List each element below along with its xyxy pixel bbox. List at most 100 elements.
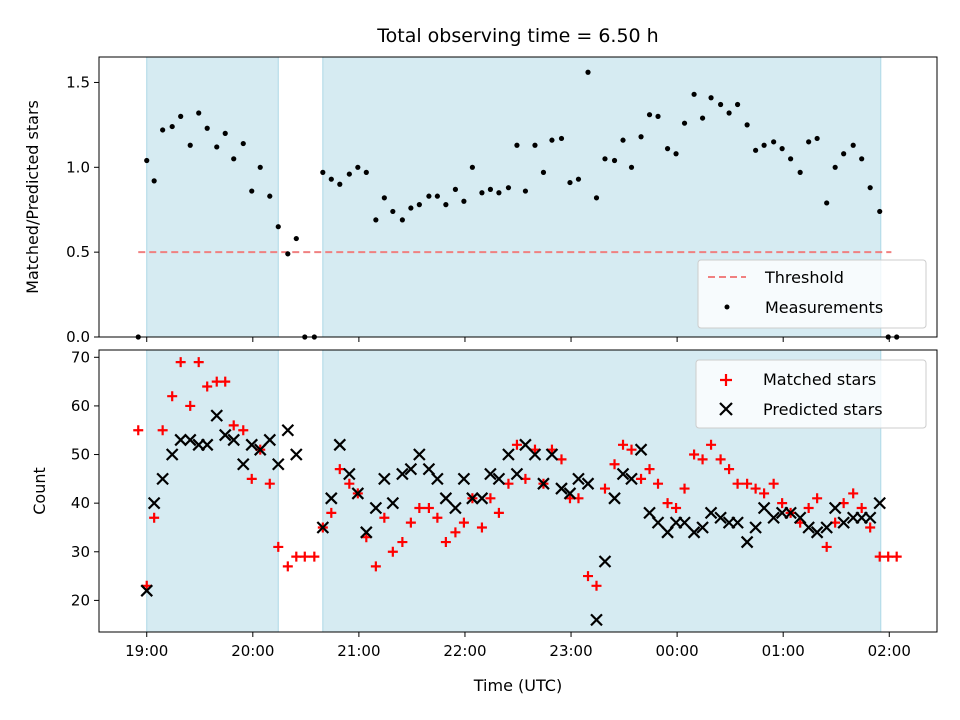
chart-title: Total observing time = 6.50 h xyxy=(376,25,658,47)
measurement-point xyxy=(346,171,352,177)
measurement-point xyxy=(620,137,626,143)
predicted-star-point xyxy=(687,526,701,539)
matched-star-point xyxy=(883,551,894,562)
measurement-point xyxy=(178,113,184,119)
predicted-star-point xyxy=(218,428,232,442)
x-axis-label: Time (UTC) xyxy=(473,676,562,695)
measurement-point xyxy=(718,101,724,108)
predicted-star-point xyxy=(696,521,709,534)
matched-star-point xyxy=(609,459,620,470)
predicted-star-point xyxy=(873,496,886,510)
measurement-point xyxy=(779,146,785,152)
predicted-star-point xyxy=(290,448,303,461)
measurement-point xyxy=(416,202,422,208)
predicted-star-point xyxy=(253,443,267,456)
matched-star-point xyxy=(450,527,461,538)
matched-star-point xyxy=(493,507,504,518)
matched-star-point xyxy=(309,551,320,562)
predicted-star-point xyxy=(502,448,515,461)
measurement-point xyxy=(628,164,635,170)
bottom-legend: Matched stars Predicted stars xyxy=(695,359,927,429)
predicted-star-point xyxy=(537,477,550,490)
predicted-star-point xyxy=(156,472,169,486)
matched-star-point xyxy=(671,503,682,514)
predicted-star-point xyxy=(351,487,365,500)
matched-star-point xyxy=(865,522,876,533)
matched-star-point xyxy=(732,478,743,489)
measurement-point xyxy=(160,127,166,133)
predicted-star-point xyxy=(810,526,824,539)
measurement-point xyxy=(240,140,246,147)
top-y-ticks: 0.0 0.5 1.0 1.5 xyxy=(66,73,99,346)
shaded-interval xyxy=(146,349,279,633)
predicted-star-point xyxy=(767,511,780,525)
predicted-star-point xyxy=(634,443,648,456)
matched-star-point xyxy=(423,503,434,514)
measurement-point xyxy=(355,164,361,170)
matched-star-point xyxy=(397,537,408,548)
matched-star-point xyxy=(848,488,859,499)
predicted-star-point xyxy=(316,521,330,534)
predicted-star-point xyxy=(466,492,479,505)
predicted-star-point xyxy=(227,433,240,447)
matched-star-point xyxy=(282,561,293,572)
predicted-star-point xyxy=(528,448,542,461)
matched-star-point xyxy=(334,464,345,475)
predicted-star-point xyxy=(360,526,373,539)
predicted-star-point xyxy=(281,423,295,437)
predicted-star-point xyxy=(236,457,250,471)
measurement-point xyxy=(814,135,820,142)
predicted-star-point xyxy=(704,506,718,520)
measurement-point xyxy=(487,186,494,192)
measurement-point xyxy=(505,185,512,191)
matched-star-point xyxy=(246,473,257,484)
predicted-star-point xyxy=(431,472,444,486)
measurement-point xyxy=(664,146,671,152)
measurement-point xyxy=(540,169,547,175)
measurement-point xyxy=(611,157,618,164)
matched-star-point xyxy=(211,376,222,387)
predicted-star-point xyxy=(413,448,426,461)
predicted-star-point xyxy=(837,516,850,529)
matched-star-point xyxy=(750,483,761,494)
predicted-star-point xyxy=(545,448,559,461)
measurement-point xyxy=(214,144,220,150)
measurement-point xyxy=(496,190,502,196)
predicted-star-point xyxy=(519,438,532,452)
measurement-point xyxy=(532,142,538,148)
measurement-point xyxy=(144,157,150,164)
matched-star-point xyxy=(618,439,629,450)
predicted-star-point xyxy=(369,501,383,515)
x-tick-label: 23:00 xyxy=(549,642,592,660)
measurement-point xyxy=(222,130,228,136)
matched-star-point xyxy=(220,376,231,387)
shaded-regions-top xyxy=(146,56,882,338)
measurement-point xyxy=(479,190,485,196)
matched-star-point xyxy=(556,454,567,465)
measurement-point xyxy=(797,169,803,175)
matched-legend-label: Matched stars xyxy=(763,370,876,389)
matched-star-point xyxy=(264,478,275,489)
y-tick-label: 40 xyxy=(71,494,90,512)
measurement-point xyxy=(655,113,661,119)
matched-star-point xyxy=(599,483,610,494)
matched-star-point xyxy=(405,517,416,528)
measurement-point xyxy=(381,195,387,201)
measurement-point xyxy=(859,156,865,162)
measurement-point xyxy=(549,137,555,143)
predicted-star-point xyxy=(271,457,285,471)
measurements-legend-label: Measurements xyxy=(765,298,883,317)
matched-star-point xyxy=(742,478,753,489)
measurement-point xyxy=(469,164,475,170)
matched-star-point xyxy=(299,551,310,562)
measurement-point xyxy=(646,112,653,118)
measurement-point xyxy=(443,202,449,208)
measurement-point xyxy=(363,169,369,175)
measurement-point xyxy=(593,195,600,201)
predicted-star-point xyxy=(555,482,568,495)
measurement-point xyxy=(275,224,281,230)
matched-star-point xyxy=(591,580,602,591)
predicted-star-point xyxy=(183,433,197,447)
top-y-axis-label: Matched/Predicted stars xyxy=(23,100,42,294)
